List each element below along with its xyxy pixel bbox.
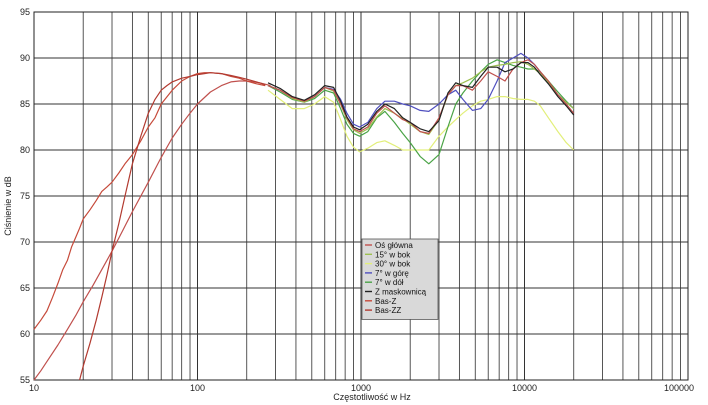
x-tick-label: 10000 xyxy=(512,383,537,393)
legend-label: Bas-Z xyxy=(375,297,396,306)
legend-label: 30° w bok xyxy=(375,260,411,269)
series-line-4 xyxy=(267,59,575,165)
y-tick-label: 95 xyxy=(20,7,30,17)
series-line-5 xyxy=(267,61,575,133)
x-axis-label: Częstotliwość w Hz xyxy=(333,392,411,402)
legend-label: Z maskownicą xyxy=(375,288,427,297)
series-line-3 xyxy=(267,52,575,128)
x-tick-label: 1000 xyxy=(351,383,371,393)
legend-label: 7° w dół xyxy=(375,278,404,287)
y-tick-labels: 55 60 65 70 75 80 85 90 95 xyxy=(20,7,30,385)
y-tick-label: 80 xyxy=(20,145,30,155)
x-tick-label: 100000 xyxy=(664,383,694,393)
legend-label: Oś główna xyxy=(375,241,413,250)
y-tick-label: 60 xyxy=(20,329,30,339)
series-line-2 xyxy=(267,89,575,153)
legend-label: 15° w bok xyxy=(375,250,411,259)
extra-curve-line xyxy=(33,80,271,381)
plot-frame xyxy=(33,11,689,381)
y-tick-label: 90 xyxy=(20,53,30,63)
series-line-0 xyxy=(267,59,575,134)
x-tick-labels: 10 100 1000 10000 100000 xyxy=(29,383,694,393)
legend-label: 7° w górę xyxy=(375,269,409,278)
y-tick-label: 65 xyxy=(20,283,30,293)
x-tick-label: 10 xyxy=(29,383,39,393)
y-tick-label: 75 xyxy=(20,191,30,201)
y-tick-label: 85 xyxy=(20,99,30,109)
series-lines xyxy=(33,52,575,381)
x-tick-label: 100 xyxy=(190,383,205,393)
y-tick-label: 70 xyxy=(20,237,30,247)
legend-label: Bas-ZZ xyxy=(375,306,401,315)
series-line-7 xyxy=(79,72,266,381)
y-tick-label: 55 xyxy=(20,375,30,385)
legend-box xyxy=(361,238,439,320)
y-axis-label: Ciśnienie w dB xyxy=(3,176,13,236)
